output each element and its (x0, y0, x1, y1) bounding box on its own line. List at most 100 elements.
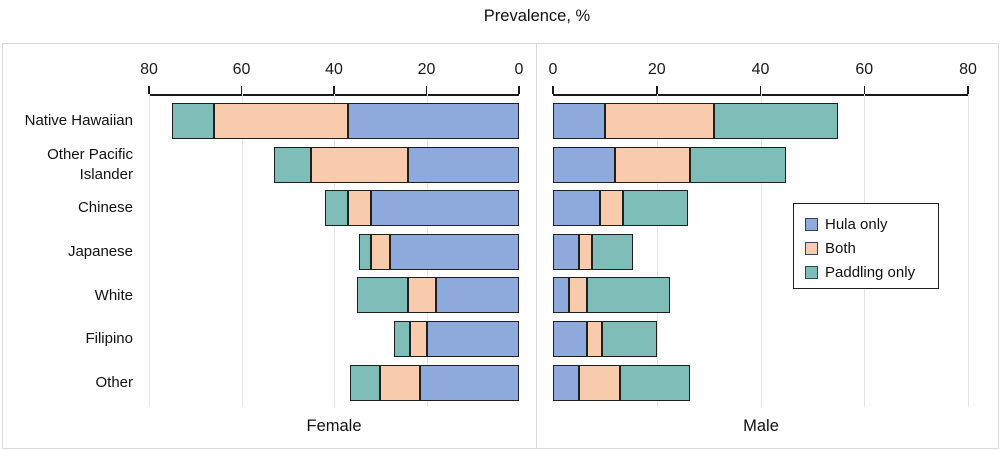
bar-segment-paddling-only (359, 233, 371, 270)
bar-stack (172, 103, 519, 139)
legend: Hula only Both Paddling only (793, 203, 939, 289)
bar-segment-paddling-only (620, 364, 691, 401)
axis-tick (148, 86, 150, 94)
female-panel-label: Female (306, 417, 362, 435)
bar-segment-hula-only (389, 233, 519, 270)
axis-tick-label: 40 (751, 61, 770, 78)
bar-stack (553, 233, 634, 270)
legend-swatch-icon (805, 218, 818, 231)
legend-label: Both (825, 240, 856, 257)
bar-segment-hula-only (347, 103, 519, 139)
bar-segment-paddling-only (324, 190, 348, 227)
axis-tick-label: 20 (647, 61, 666, 78)
bar-segment-paddling-only (273, 146, 311, 183)
bar-segment-paddling-only (357, 277, 408, 314)
bar-segment-paddling-only (602, 321, 657, 357)
axis-tick-label: 80 (140, 61, 158, 78)
category-label: Chinese (77, 199, 133, 217)
axis-tick (759, 86, 762, 94)
legend-swatch-icon (805, 266, 818, 279)
category-label: Other Pacific Islander (47, 146, 133, 183)
category-label: Other (95, 373, 133, 391)
bar-segment-both (568, 277, 587, 314)
axis-tick-label: 80 (959, 61, 977, 78)
axis-tick (425, 86, 428, 94)
axis-tick (518, 86, 520, 94)
bar-segment-both (347, 190, 371, 227)
axis-tick (967, 86, 969, 94)
bar-segment-hula-only (408, 146, 519, 183)
bar-segment-paddling-only (690, 146, 787, 183)
legend-items: Hula only Both Paddling only (805, 213, 938, 284)
bar-stack (324, 190, 519, 227)
bar-segment-hula-only (553, 277, 569, 314)
bar-segment-both (213, 103, 348, 139)
legend-item: Paddling only (805, 261, 938, 284)
bar-segment-hula-only (553, 364, 579, 401)
bar-segment-hula-only (553, 190, 600, 227)
bar-stack (553, 103, 839, 139)
bar-stack (357, 277, 519, 314)
bar-segment-hula-only (419, 364, 519, 401)
bar-segment-hula-only (435, 277, 519, 314)
gridline (241, 94, 243, 407)
chart-title: Prevalence, % (483, 7, 591, 25)
bar-segment-hula-only (371, 190, 519, 227)
bar-segment-paddling-only (713, 103, 839, 139)
bar-segment-paddling-only (350, 364, 381, 401)
bar-segment-paddling-only (591, 233, 634, 270)
legend-swatch-icon (805, 242, 818, 255)
gridline (149, 94, 150, 407)
axis-tick (552, 86, 554, 94)
bar-segment-paddling-only (172, 103, 214, 139)
bar-stack (553, 321, 657, 357)
bar-segment-both (410, 321, 427, 357)
bar-stack (553, 190, 688, 227)
bar-stack (394, 321, 519, 357)
bar-segment-both (578, 364, 621, 401)
bar-segment-hula-only (553, 321, 587, 357)
gridline (968, 94, 969, 407)
plot-area: Female Male Hula only Both Paddling only 0… (2, 43, 999, 449)
gridline (334, 94, 335, 407)
bar-segment-both (604, 103, 714, 139)
legend-item: Hula only (805, 213, 938, 236)
legend-label: Hula only (825, 216, 888, 233)
axis-tick (240, 86, 243, 94)
category-label: Native Hawaiian (24, 112, 133, 130)
bar-segment-hula-only (426, 321, 519, 357)
bar-segment-hula-only (553, 146, 616, 183)
bar-segment-both (408, 277, 436, 314)
bar-stack (350, 364, 519, 401)
axis-tick-label: 0 (514, 61, 524, 78)
legend-label: Paddling only (825, 264, 916, 281)
bar-segment-both (578, 233, 592, 270)
axis-tick-label: 0 (548, 61, 558, 78)
panel-divider (536, 44, 537, 448)
axis-tick (863, 86, 865, 94)
bar-segment-both (310, 146, 408, 183)
bar-segment-paddling-only (623, 190, 688, 227)
axis-tick (656, 86, 658, 94)
axis-tick-label: 60 (855, 61, 874, 78)
bar-segment-both (599, 190, 624, 227)
bar-stack (553, 277, 670, 314)
bar-segment-hula-only (553, 233, 579, 270)
male-panel-label: Male (743, 417, 779, 435)
legend-item: Both (805, 237, 938, 260)
axis-tick-label: 60 (232, 61, 251, 78)
category-label: White (94, 286, 133, 304)
bar-stack (273, 146, 519, 183)
bar-stack (359, 233, 519, 270)
gridline (656, 94, 658, 407)
category-label: Filipino (85, 330, 133, 348)
bar-segment-both (586, 321, 603, 357)
bar-segment-paddling-only (586, 277, 670, 314)
bar-segment-both (371, 233, 390, 270)
bar-stack (553, 364, 691, 401)
bar-segment-both (615, 146, 691, 183)
axis-tick-label: 20 (417, 61, 436, 78)
bar-segment-hula-only (553, 103, 605, 139)
bar-stack (553, 146, 787, 183)
